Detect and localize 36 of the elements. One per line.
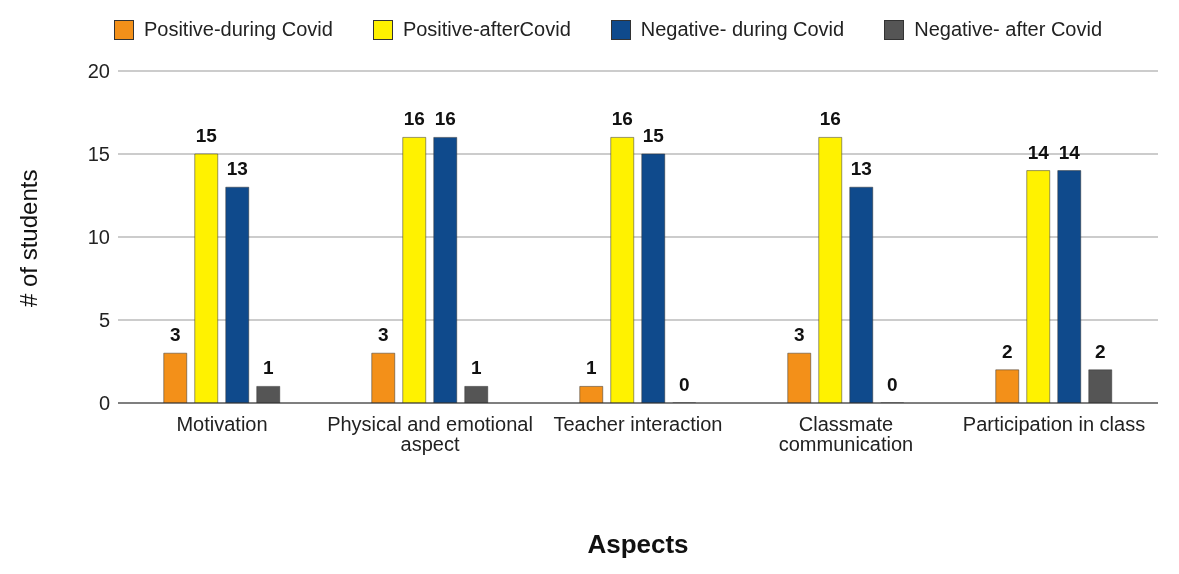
y-tick-label: 0 bbox=[98, 392, 110, 415]
y-tick-label: 15 bbox=[87, 143, 110, 166]
y-axis-title: # of students bbox=[14, 169, 42, 307]
data-label: 13 bbox=[850, 158, 872, 180]
data-label: 16 bbox=[434, 108, 456, 130]
data-label: 2 bbox=[1001, 340, 1013, 362]
data-label: 13 bbox=[226, 158, 248, 180]
data-label: 15 bbox=[195, 125, 218, 146]
data-label: 16 bbox=[403, 108, 425, 130]
data-label: 3 bbox=[793, 324, 805, 346]
data-label: 14 bbox=[1027, 141, 1050, 163]
data-label: 16 bbox=[819, 108, 841, 130]
data-label: 1 bbox=[470, 357, 482, 379]
legend-label: Negative- during Covid bbox=[640, 18, 845, 41]
y-tick-label: 20 bbox=[87, 60, 110, 83]
x-tick-label: Physical and emotional aspect bbox=[327, 413, 533, 456]
data-label: 3 bbox=[169, 324, 181, 346]
x-axis-title: Aspects bbox=[587, 529, 689, 559]
data-label: 0 bbox=[886, 373, 898, 395]
data-label: 0 bbox=[678, 373, 690, 395]
legend-label: Positive-during Covid bbox=[143, 18, 333, 41]
y-tick-label: 5 bbox=[98, 309, 110, 332]
x-tick-label: Participation in class bbox=[962, 413, 1146, 436]
data-label: 15 bbox=[642, 125, 665, 146]
data-label: 2 bbox=[1094, 340, 1106, 362]
legend-label: Negative- after Covid bbox=[914, 18, 1103, 41]
x-tick-label: Teacher interaction bbox=[553, 413, 723, 436]
legend-label: Positive-afterCovid bbox=[402, 18, 571, 41]
data-label: 16 bbox=[611, 108, 633, 130]
data-label: 3 bbox=[377, 324, 389, 346]
data-label: 1 bbox=[585, 357, 597, 379]
x-tick-label: Classmate communication bbox=[778, 413, 914, 456]
y-tick-label: 10 bbox=[87, 226, 110, 249]
x-tick-label: Motivation bbox=[176, 413, 268, 436]
data-label: 14 bbox=[1058, 141, 1081, 163]
data-label: 1 bbox=[262, 357, 274, 379]
